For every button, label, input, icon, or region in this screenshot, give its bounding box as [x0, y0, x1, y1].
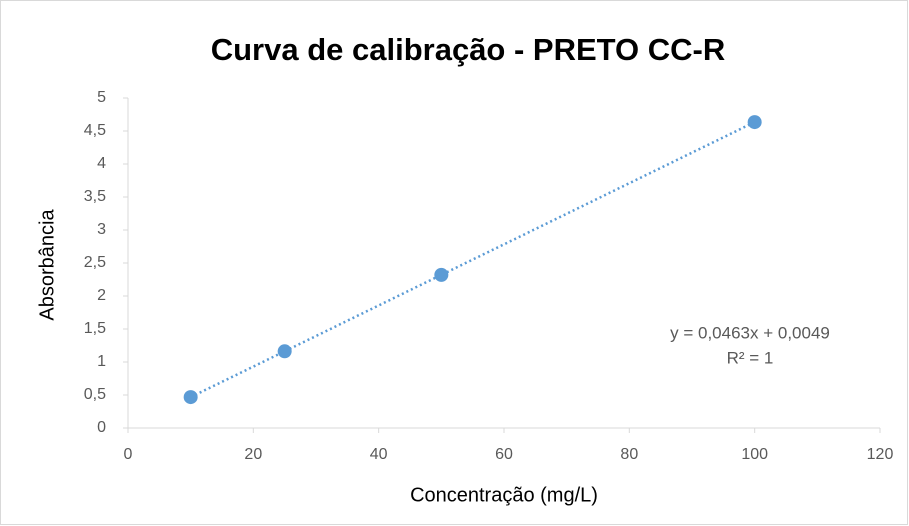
point: [434, 267, 449, 282]
x-axis-label: Concentração (mg/L): [410, 484, 598, 506]
y-tick-label: 4: [97, 155, 106, 172]
y-axis-label: Absorbância: [36, 209, 58, 321]
y-tick-label: 0: [97, 419, 106, 436]
y-tick-label: 2,5: [84, 254, 106, 271]
x-tick-label: 0: [124, 446, 133, 463]
x-tick-label: 20: [244, 446, 262, 463]
y-tick-label: 0,5: [84, 386, 106, 403]
y-tick-label: 3: [97, 221, 106, 238]
y-tick-label: 1,5: [84, 320, 106, 337]
x-tick-label: 100: [741, 446, 768, 463]
y-tick-label: 4,5: [84, 122, 106, 139]
y-tick-label: 1: [97, 353, 106, 370]
point: [183, 390, 198, 405]
point: [277, 344, 292, 359]
chart-title: Curva de calibração - PRETO CC-R: [211, 32, 726, 67]
annotation: R² = 1: [727, 348, 774, 367]
x-tick-label: 40: [370, 446, 388, 463]
annotation: y = 0,0463x + 0,0049: [670, 323, 830, 342]
y-tick-label: 5: [97, 89, 106, 106]
trendline: [190, 120, 756, 399]
point: [747, 115, 762, 130]
x-tick-label: 60: [495, 446, 513, 463]
y-tick-label: 3,5: [84, 188, 106, 205]
x-tick-label: 120: [867, 446, 894, 463]
x-tick-label: 80: [620, 446, 638, 463]
y-tick-label: 2: [97, 287, 106, 304]
